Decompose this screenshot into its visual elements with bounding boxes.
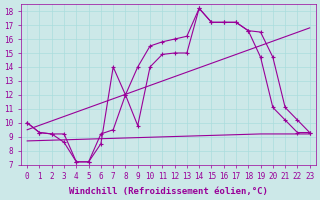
X-axis label: Windchill (Refroidissement éolien,°C): Windchill (Refroidissement éolien,°C)	[69, 187, 268, 196]
